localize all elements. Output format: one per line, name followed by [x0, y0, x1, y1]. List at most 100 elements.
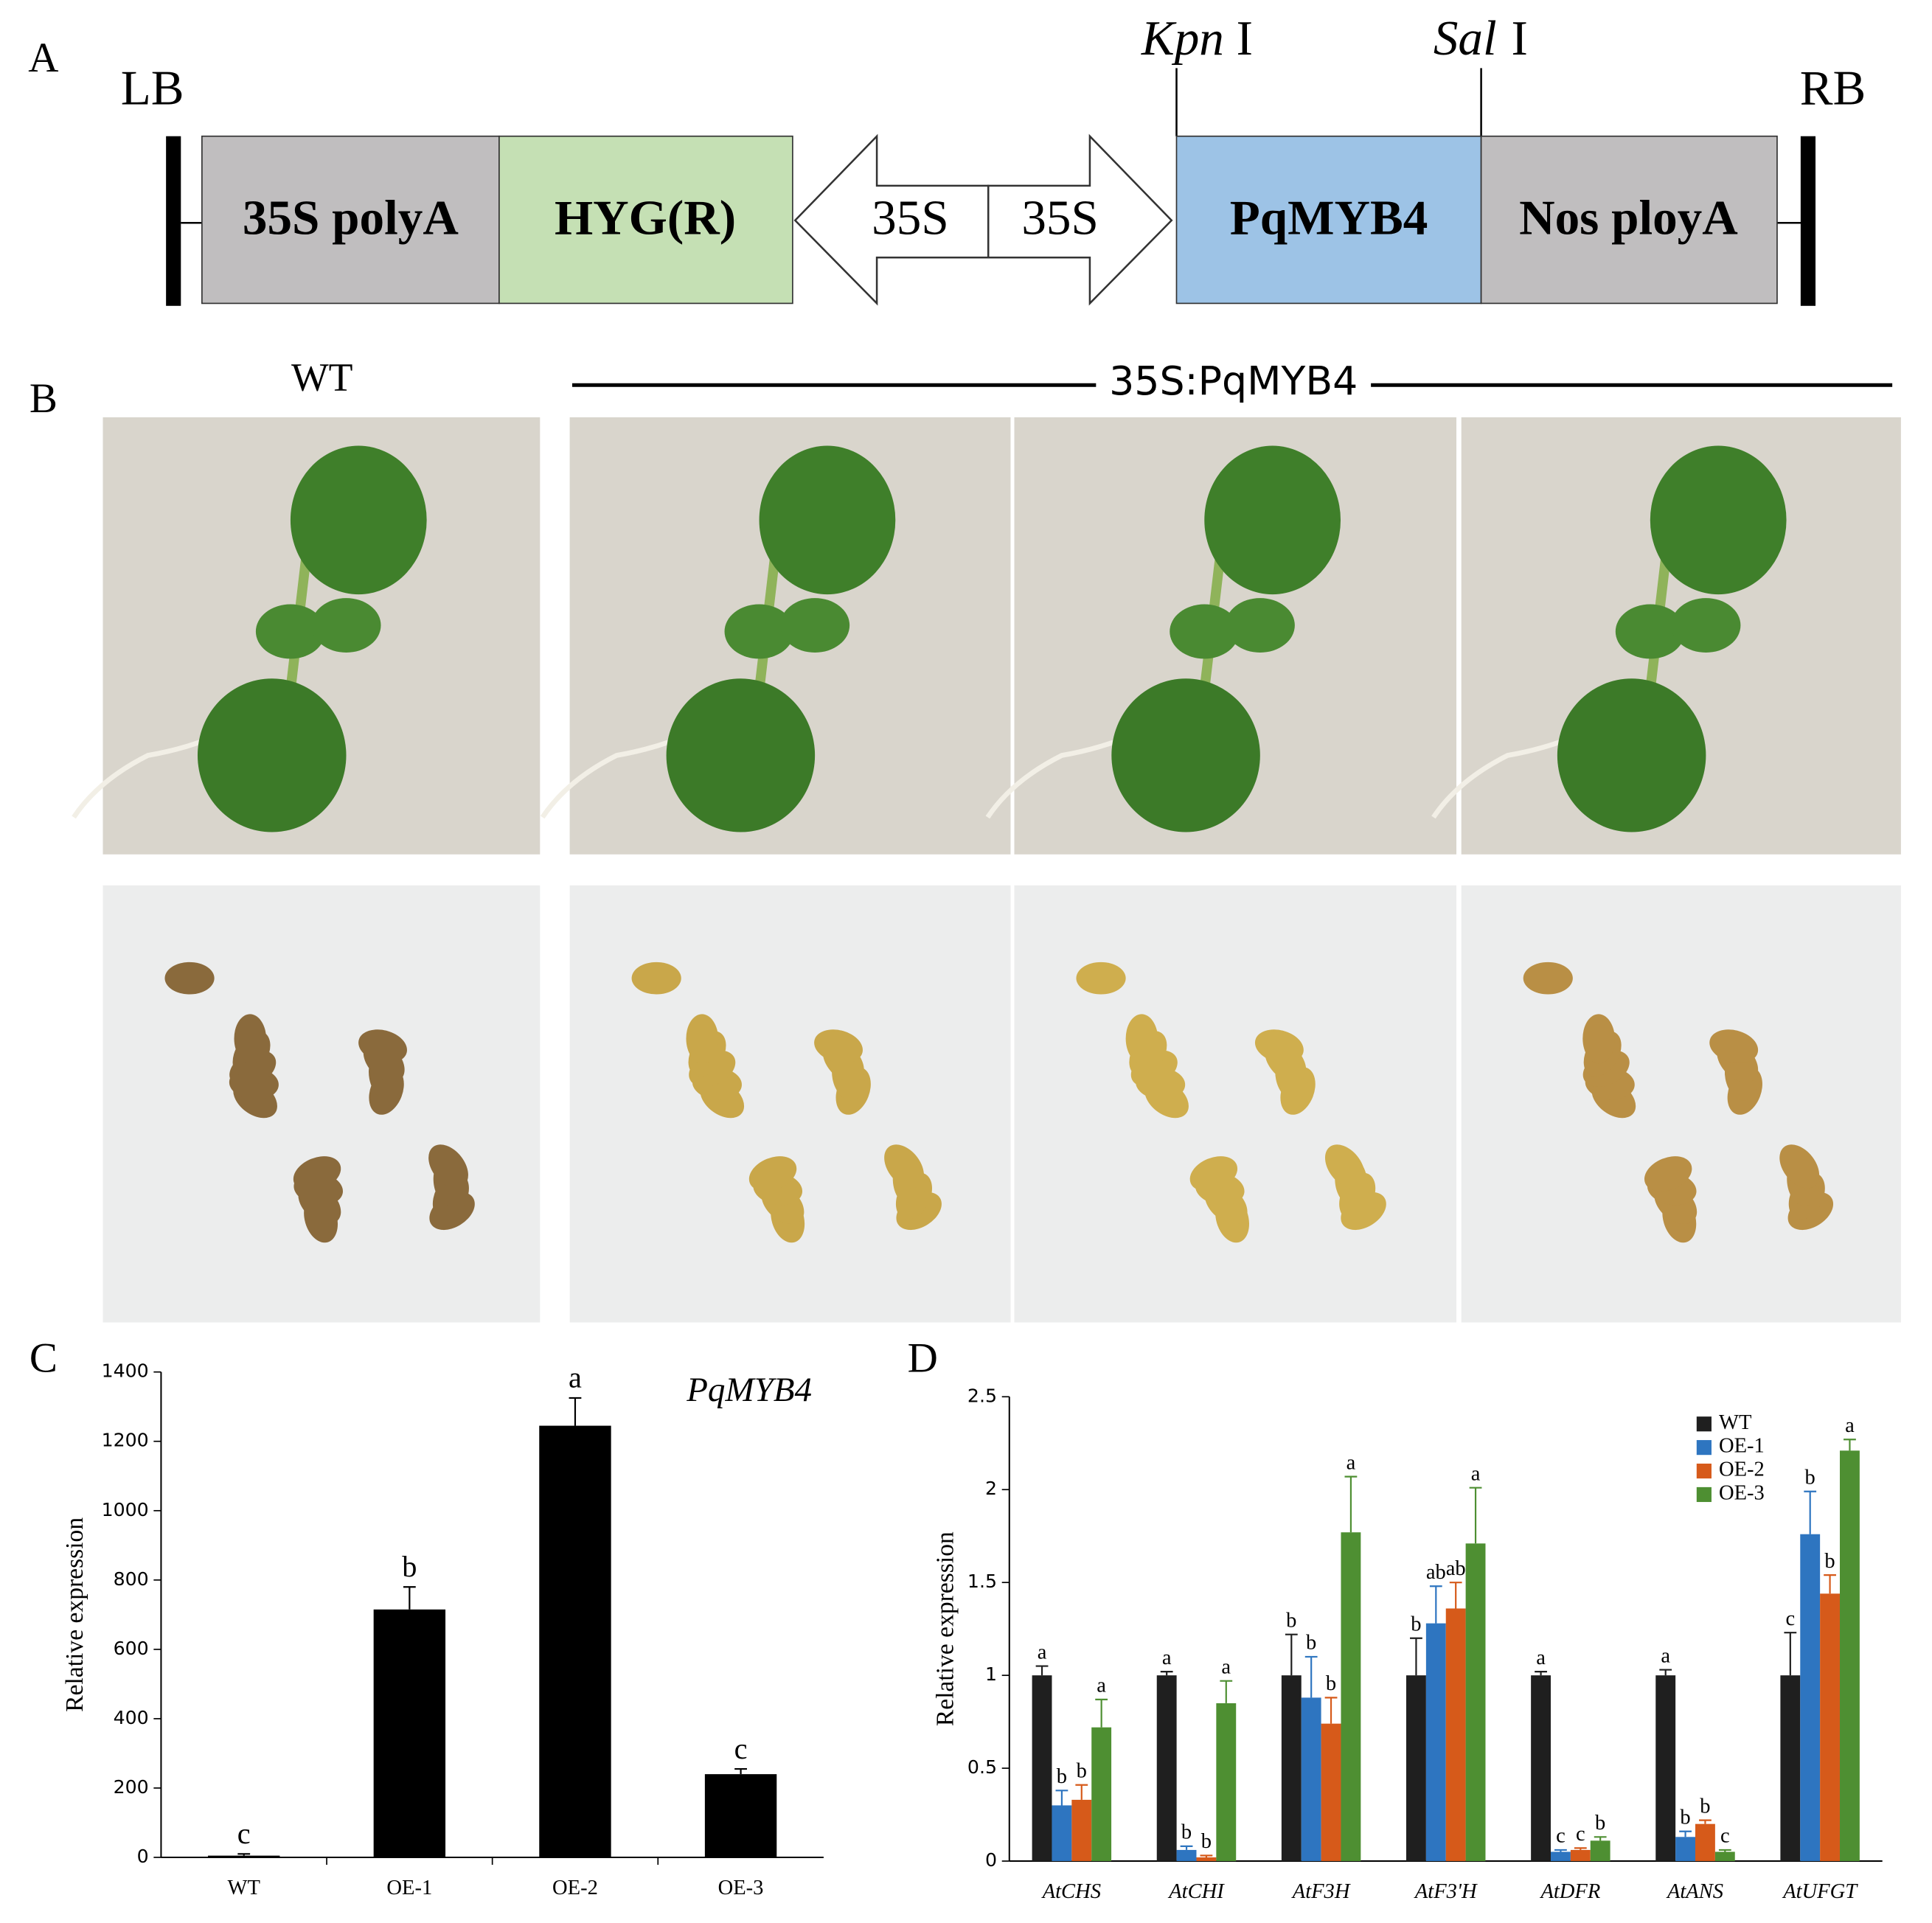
seed: [164, 962, 215, 995]
leaf: [1671, 598, 1741, 653]
error-bar: [1679, 1830, 1692, 1837]
seed-photo: [1014, 885, 1457, 1323]
seed: [1709, 1029, 1759, 1063]
bar: [1675, 1837, 1696, 1862]
error-bar: [1699, 1819, 1712, 1824]
seed: [358, 1029, 407, 1063]
bar: [1531, 1675, 1551, 1862]
significance-letter: a: [569, 1361, 582, 1394]
significance-letter: ab: [1446, 1557, 1466, 1580]
seed: [686, 1014, 719, 1064]
error-bar: [1220, 1680, 1233, 1703]
seed: [1125, 1014, 1158, 1064]
bar: [1465, 1543, 1486, 1862]
element-label: HYG(R): [555, 190, 736, 246]
border-label: LB: [121, 60, 184, 115]
bar: [1281, 1675, 1302, 1862]
element-label: 35S: [1021, 190, 1099, 246]
x-tick-label: AtUFGT: [1782, 1880, 1858, 1903]
bar: [1445, 1608, 1466, 1862]
bar: [1551, 1851, 1571, 1862]
leaf: [255, 604, 325, 659]
legend-swatch: [1696, 1416, 1712, 1432]
bar: [539, 1425, 611, 1857]
bar: [1071, 1799, 1092, 1862]
seed: [234, 1014, 267, 1064]
y-tick-label: 1400: [102, 1360, 149, 1382]
significance-letter: b: [1411, 1613, 1421, 1636]
error-bar: [1718, 1849, 1731, 1852]
x-tick-label: OE-2: [552, 1877, 598, 1899]
element-label: PqMYB4: [1230, 190, 1428, 246]
legend-swatch: [1696, 1463, 1712, 1479]
significance-letter: c: [734, 1732, 748, 1765]
seed: [814, 1029, 863, 1063]
error-bar: [1285, 1633, 1298, 1676]
y-axis-label: Relative expression: [61, 1517, 88, 1712]
significance-letter: a: [1661, 1644, 1670, 1667]
photo-grid: [72, 417, 1901, 1323]
error-bar: [1429, 1585, 1442, 1624]
bar: [1341, 1532, 1361, 1862]
seed: [428, 1144, 468, 1189]
bar: [1196, 1857, 1217, 1862]
border-label: RB: [1800, 60, 1866, 115]
cotyledon: [1111, 678, 1260, 832]
significance-letter: b: [1680, 1806, 1690, 1829]
error-bar: [1784, 1632, 1797, 1676]
bar: [373, 1609, 446, 1857]
error-bar: [1075, 1784, 1088, 1800]
error-bar: [1035, 1665, 1049, 1676]
leaf: [1225, 598, 1295, 653]
legend-label: OE-1: [1719, 1435, 1765, 1458]
significance-letter: c: [237, 1817, 251, 1850]
cotyledon: [1204, 445, 1341, 595]
significance-letter: c: [1576, 1823, 1585, 1846]
element-box: [1480, 135, 1778, 305]
bar: [1032, 1675, 1052, 1862]
error-bar: [734, 1767, 747, 1775]
panel-label: A: [28, 35, 58, 81]
seed: [631, 962, 681, 995]
bar: [1800, 1534, 1821, 1862]
y-tick-label: 2.5: [967, 1385, 997, 1406]
bar: [704, 1774, 777, 1857]
error-bar: [1304, 1655, 1318, 1698]
element-label: 35S: [872, 190, 949, 246]
seed: [748, 1156, 797, 1192]
y-tick-label: 400: [114, 1707, 149, 1728]
y-tick-label: 0: [137, 1846, 149, 1867]
error-bar: [1469, 1486, 1482, 1544]
legend-swatch: [1696, 1486, 1712, 1503]
site-label: Kpn: [1141, 10, 1224, 66]
significance-letter: b: [1595, 1812, 1605, 1835]
x-tick-label: WT: [228, 1877, 260, 1899]
seed-photo: [102, 885, 541, 1323]
bar: [1425, 1623, 1446, 1862]
error-bar: [1200, 1854, 1213, 1857]
seed: [1324, 1144, 1365, 1189]
significance-letter: a: [1845, 1414, 1855, 1437]
significance-letter: a: [1162, 1646, 1172, 1669]
significance-letter: c: [1556, 1825, 1566, 1848]
y-tick-label: 800: [114, 1568, 149, 1590]
x-tick-label: AtF3'H: [1414, 1880, 1478, 1903]
site-label: I: [1511, 10, 1527, 66]
bar: [1321, 1723, 1341, 1862]
seed: [1644, 1156, 1692, 1192]
bar: [1406, 1675, 1426, 1862]
significance-letter: b: [1805, 1467, 1815, 1489]
seed: [1076, 962, 1126, 995]
error-bar: [569, 1397, 582, 1426]
bar: [1216, 1703, 1237, 1862]
error-bar: [1410, 1637, 1422, 1676]
site-label: I: [1237, 10, 1253, 66]
error-bar: [1344, 1475, 1358, 1533]
error-bar: [237, 1853, 251, 1856]
y-tick-label: 0: [985, 1849, 997, 1871]
bar: [1301, 1697, 1321, 1862]
bar: [1695, 1823, 1715, 1862]
error-bar: [1554, 1849, 1567, 1852]
error-bar: [1449, 1582, 1462, 1609]
